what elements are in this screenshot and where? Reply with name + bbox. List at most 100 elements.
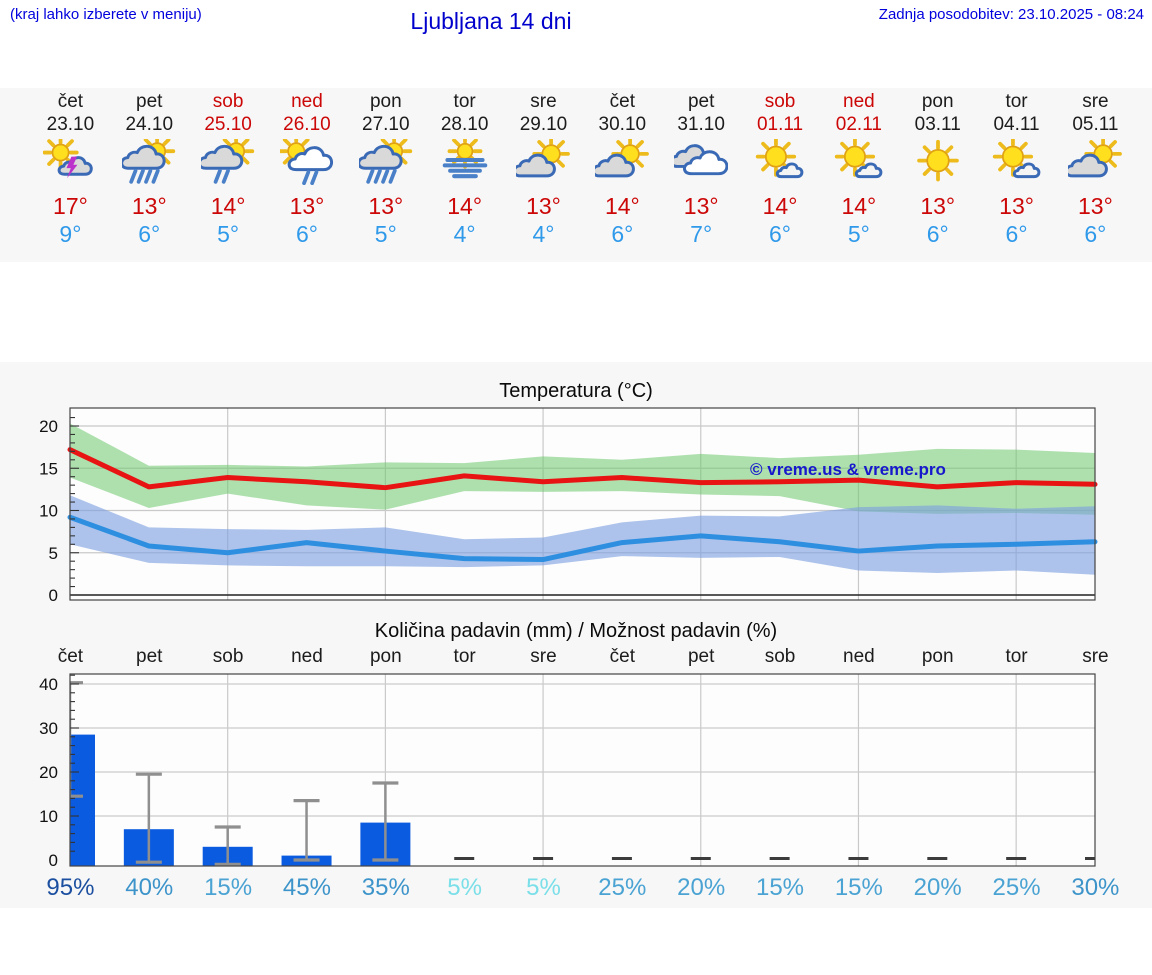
high-temp: 14° — [841, 193, 877, 219]
precip-probability: 95% — [46, 874, 95, 901]
high-temp: 14° — [604, 193, 640, 219]
precip-probability: 45% — [282, 874, 331, 901]
low-temp: 5° — [217, 221, 240, 247]
precip-day-label: pon — [921, 646, 954, 667]
mostly-sunny-icon — [819, 136, 898, 189]
precip-ytick-label: 0 — [49, 851, 58, 870]
day-name: sre — [530, 91, 557, 112]
temperature-chart-title: Temperatura (°C) — [499, 380, 653, 402]
day-name: tor — [453, 91, 476, 112]
menu-hint-text: (kraj lahko izberete v meniju) — [10, 6, 202, 23]
day-date: 27.10 — [362, 114, 410, 135]
day-date: 28.10 — [440, 114, 489, 135]
high-temp: 13° — [131, 193, 167, 219]
precip-day-label: sre — [530, 646, 557, 667]
fog-sun-icon — [425, 136, 504, 189]
day-date: 24.10 — [125, 114, 174, 135]
forecast-day[interactable]: sre 29.10 13° 4° — [504, 90, 583, 248]
forecast-day[interactable]: tor 04.11 13° 6° — [977, 90, 1056, 248]
day-date: 26.10 — [283, 114, 331, 135]
light-rain-icon — [189, 136, 268, 189]
low-temp: 6° — [769, 221, 792, 247]
low-temp: 7° — [690, 221, 713, 247]
precip-probability: 5% — [447, 874, 482, 901]
rain-shower-icon — [268, 136, 347, 189]
precip-probability: 15% — [834, 874, 883, 901]
forecast-day[interactable]: ned 02.11 14° 5° — [819, 90, 898, 248]
day-date: 01.11 — [756, 114, 804, 135]
forecast-day[interactable]: sre 05.11 13° 6° — [1056, 90, 1135, 248]
precip-probability: 35% — [361, 874, 410, 901]
partly-cloudy-icon — [504, 136, 583, 189]
day-date: 03.11 — [914, 114, 961, 135]
precipitation-chart: 0 10 20 30 40 — [39, 673, 1096, 870]
precip-ytick-label: 30 — [39, 719, 58, 738]
forecast-day[interactable]: čet 30.10 14° 6° — [583, 90, 662, 248]
spacer — [0, 262, 1152, 362]
temp-ytick-label: 0 — [49, 586, 58, 604]
low-temp: 4° — [532, 221, 555, 247]
forecast-day[interactable]: pon 27.10 13° 5° — [346, 90, 425, 248]
precip-probability: 25% — [992, 874, 1041, 901]
low-temp: 5° — [374, 221, 397, 247]
day-date: 02.11 — [835, 114, 882, 135]
precip-day-label: pon — [369, 646, 402, 667]
day-date: 04.11 — [993, 114, 1040, 135]
watermark-link[interactable]: © vreme.us & vreme.pro — [750, 460, 946, 479]
precip-probability-row: 95% 40% 15% 45% 35% 5% 5% 25% 20% 15% 15% 20% 25% 30% — [0, 870, 1152, 906]
precip-day-label: čet — [609, 646, 635, 667]
forecast-day[interactable]: sob 25.10 14° 5° — [189, 90, 268, 248]
mostly-sunny-icon — [977, 136, 1056, 189]
day-date: 31.10 — [677, 114, 725, 135]
day-name: pet — [136, 91, 163, 112]
day-name: tor — [1005, 91, 1028, 112]
high-temp: 14° — [762, 193, 798, 219]
day-name: pon — [921, 91, 954, 112]
charts-section: Temperatura (°C) 0 5 10 15 20 © vreme.us & vr… — [0, 362, 1152, 908]
forecast-day[interactable]: pon 03.11 13° 6° — [898, 90, 977, 248]
forecast-day[interactable]: pet 31.10 13° 7° — [662, 90, 741, 248]
high-temp: 13° — [526, 193, 561, 219]
temperature-chart: 0 5 10 15 20 © vreme.us & vreme.pro — [39, 407, 1098, 604]
forecast-day[interactable]: ned 26.10 13° 6° — [268, 90, 347, 248]
precip-probability: 30% — [1071, 874, 1120, 901]
low-temp: 6° — [138, 221, 161, 247]
precip-ytick-label: 40 — [39, 675, 58, 694]
precip-day-label: sob — [764, 646, 796, 667]
forecast-day[interactable]: čet 23.10 17° 9° — [31, 90, 110, 248]
forecast-day[interactable]: tor 28.10 14° 4° — [425, 90, 504, 248]
precip-probability: 20% — [677, 874, 726, 901]
precip-probability: 40% — [125, 874, 174, 901]
precip-day-labels: čet pet sob ned pon tor sre čet pet sob ned pon tor s… — [0, 644, 1152, 670]
day-name: ned — [843, 91, 875, 112]
precip-day-label: čet — [57, 646, 84, 667]
low-temp: 6° — [611, 221, 634, 247]
temp-ytick-label: 15 — [39, 459, 58, 478]
day-name: čet — [609, 91, 635, 112]
sunny-icon — [898, 136, 977, 189]
precip-bar — [70, 734, 95, 866]
low-temp: 6° — [1084, 221, 1107, 247]
high-temp: 13° — [1078, 193, 1113, 219]
rain-icon — [346, 136, 425, 189]
precip-day-label: ned — [843, 646, 875, 667]
day-date: 29.10 — [519, 114, 568, 135]
precip-day-label: pet — [136, 646, 163, 667]
last-update-text: Zadnja posodobitev: 23.10.2025 - 08:24 — [878, 6, 1144, 23]
forecast-day[interactable]: pet 24.10 13° 6° — [110, 90, 189, 248]
day-date: 25.10 — [204, 114, 252, 135]
low-temp: 6° — [1005, 221, 1028, 247]
precip-day-label: sob — [212, 646, 244, 667]
forecast-day[interactable]: sob 01.11 14° 6° — [741, 90, 820, 248]
low-temp: 6° — [926, 221, 949, 247]
day-date: 05.11 — [1072, 114, 1119, 135]
high-temp: 14° — [447, 193, 483, 219]
cloudy-icon — [662, 136, 741, 189]
precip-day-label: tor — [1005, 646, 1028, 667]
precip-day-label: sre — [1082, 646, 1109, 667]
partly-cloudy-icon — [583, 136, 662, 189]
high-temp: 13° — [920, 193, 956, 219]
high-temp: 14° — [210, 193, 246, 219]
precip-probability: 15% — [755, 874, 805, 901]
day-name: sob — [212, 91, 244, 112]
